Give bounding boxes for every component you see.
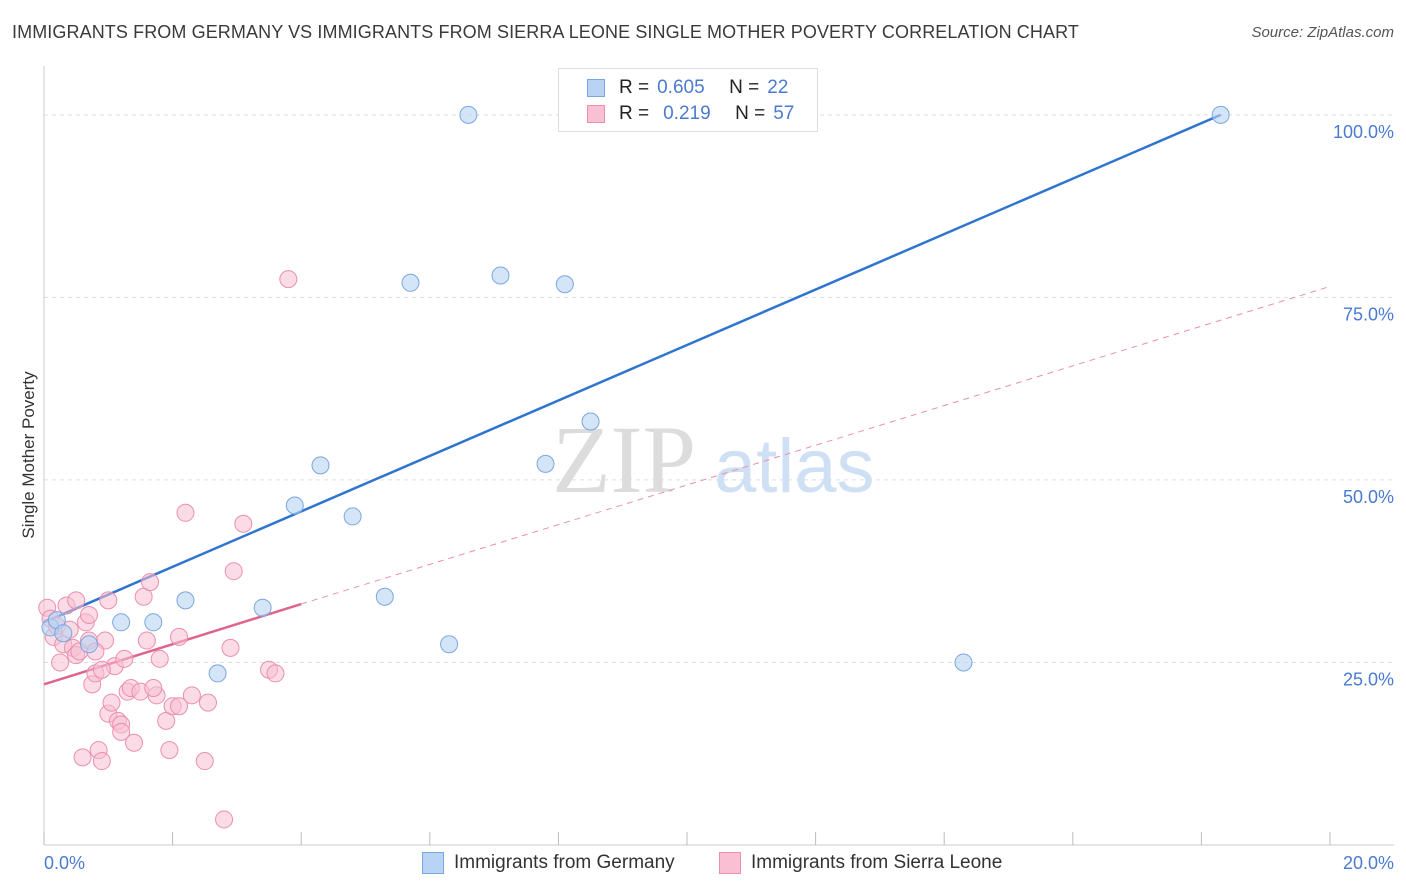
- germany-point: [401, 273, 420, 292]
- r-label: R =: [619, 77, 650, 98]
- source-label: Source: ZipAtlas.com: [1251, 24, 1394, 41]
- sierra-leone-point: [198, 693, 217, 712]
- watermark: ZIP atlas: [552, 406, 875, 513]
- r-label: R =: [619, 103, 650, 124]
- germany-point: [311, 456, 330, 475]
- sierra-leone-point: [224, 562, 243, 581]
- sierra-leone-point: [102, 693, 121, 712]
- sierra-leone-point: [150, 649, 169, 668]
- sierra-leone-swatch: [719, 852, 741, 874]
- sierra-leone-point: [92, 752, 111, 771]
- sierra-leone-point: [67, 591, 86, 610]
- trend-lines: [43, 113, 1331, 686]
- axes: [43, 66, 1394, 846]
- sierra-leone-trend-extension: [301, 285, 1331, 605]
- data-points: [38, 105, 1230, 829]
- series-legend: Immigrants from Germany Immigrants from …: [0, 852, 1406, 878]
- r-value: 0.219: [663, 103, 711, 124]
- n-label: N =: [729, 77, 760, 98]
- sierra-leone-point: [141, 573, 160, 592]
- germany-point: [491, 266, 510, 285]
- sierra-leone-point: [221, 638, 240, 657]
- germany-point: [459, 105, 478, 124]
- germany-point: [375, 587, 394, 606]
- germany-point: [144, 613, 163, 632]
- sierra-leone-point: [234, 514, 253, 533]
- germany-point: [555, 275, 574, 294]
- sierra-leone-point: [92, 660, 111, 679]
- legend-row-germany: R = 0.605 N = 22: [559, 73, 788, 103]
- germany-point: [581, 412, 600, 431]
- r-value: 0.605: [657, 77, 705, 98]
- germany-point: [954, 653, 973, 672]
- sierra-leone-point: [195, 752, 214, 771]
- tick-labels: 25.0% 50.0% 75.0% 100.0% 0.0% 20.0%: [44, 122, 1394, 873]
- legend-label: Immigrants from Germany: [454, 852, 675, 873]
- sierra-leone-point: [170, 697, 189, 716]
- germany-point: [112, 613, 131, 632]
- y-tick-label: 25.0%: [1343, 669, 1394, 689]
- legend-item-germany[interactable]: Immigrants from Germany: [422, 852, 675, 874]
- grid-lines: [44, 114, 1394, 663]
- n-value: 57: [773, 103, 795, 124]
- germany-trend-line: [43, 113, 1222, 624]
- legend-row-sierra-leone: R = 0.219 N = 57: [559, 99, 794, 129]
- germany-point: [1211, 105, 1230, 124]
- germany-swatch: [422, 852, 444, 874]
- germany-point: [343, 507, 362, 526]
- correlation-legend: R = 0.605 N = 22 R = 0.219 N = 57: [558, 68, 818, 132]
- germany-point: [536, 454, 555, 473]
- x-tick-label: 0.0%: [44, 853, 85, 873]
- sierra-leone-point: [144, 679, 163, 698]
- legend-item-sierra-leone[interactable]: Immigrants from Sierra Leone: [719, 852, 1002, 874]
- chart-title: IMMIGRANTS FROM GERMANY VS IMMIGRANTS FR…: [12, 22, 1079, 42]
- watermark-atlas: atlas: [714, 424, 875, 509]
- sierra-leone-point: [182, 686, 201, 705]
- sierra-leone-point: [99, 591, 118, 610]
- sierra-leone-point: [215, 810, 234, 829]
- sierra-leone-point: [176, 503, 195, 522]
- y-tick-label: 100.0%: [1333, 122, 1394, 142]
- x-tick-label: 20.0%: [1343, 853, 1394, 873]
- sierra-leone-point: [160, 741, 179, 760]
- sierra-leone-point: [170, 627, 189, 646]
- sierra-leone-point: [51, 653, 70, 672]
- germany-point: [208, 664, 227, 683]
- germany-point: [285, 496, 304, 515]
- watermark-zip: ZIP: [552, 406, 696, 513]
- sierra-leone-point: [266, 664, 285, 683]
- germany-swatch: [587, 79, 605, 97]
- sierra-leone-point: [125, 733, 144, 752]
- n-label: N =: [735, 103, 766, 124]
- y-tick-label: 50.0%: [1343, 487, 1394, 507]
- sierra-leone-point: [115, 649, 134, 668]
- n-value: 22: [767, 77, 789, 98]
- legend-label: Immigrants from Sierra Leone: [751, 852, 1003, 873]
- sierra-leone-point: [73, 748, 92, 767]
- sierra-leone-point: [80, 606, 99, 625]
- y-tick-label: 75.0%: [1343, 304, 1394, 324]
- sierra-leone-point: [279, 270, 298, 289]
- germany-point: [54, 624, 73, 643]
- germany-point: [440, 635, 459, 654]
- germany-point: [176, 591, 195, 610]
- germany-point: [80, 635, 99, 654]
- sierra-leone-point: [137, 631, 156, 650]
- sierra-leone-point: [112, 722, 131, 741]
- sierra-leone-swatch: [587, 105, 605, 123]
- germany-point: [253, 598, 272, 617]
